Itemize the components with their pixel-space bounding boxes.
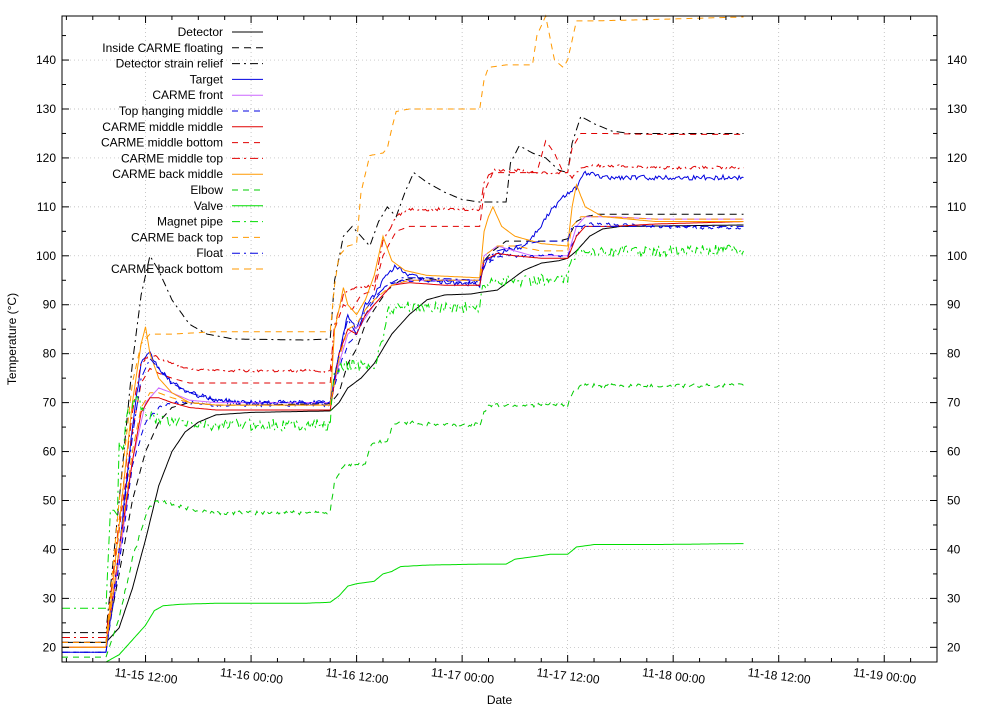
- legend-label: CARME middle bottom: [101, 136, 223, 150]
- series-line: [62, 216, 744, 648]
- y2-tick-label: 20: [947, 640, 961, 654]
- x-tick-label: 11-19 00:00: [853, 665, 918, 687]
- y-tick-label: 50: [43, 494, 57, 508]
- legend-label: CARME front: [152, 88, 223, 102]
- x-tick-label: 11-18 00:00: [641, 665, 706, 687]
- x-tick-label: 11-17 12:00: [536, 665, 601, 687]
- y2-tick-label: 100: [947, 249, 967, 263]
- y-tick-label: 100: [36, 249, 56, 263]
- y2-tick-label: 130: [947, 102, 967, 116]
- legend-label: Elbow: [190, 183, 223, 197]
- y2-tick-label: 60: [947, 445, 961, 459]
- legend-label: Detector: [178, 25, 223, 39]
- legend-label: Inside CARME floating: [102, 41, 223, 55]
- legend-label: CARME back middle: [112, 167, 223, 181]
- y-axis-title: Temperature (°C): [5, 293, 19, 385]
- y-tick-label: 40: [43, 542, 57, 556]
- series-line: [62, 213, 744, 643]
- series-line: [62, 224, 744, 643]
- series-layer: [62, 14, 744, 663]
- series-line: [62, 221, 744, 648]
- x-tick-label: 11-18 12:00: [747, 665, 812, 687]
- y-tick-label: 30: [43, 591, 57, 605]
- legend-label: Valve: [194, 199, 223, 213]
- series-line: [62, 225, 744, 653]
- y-tick-label: 120: [36, 151, 56, 165]
- x-tick-label: 11-17 00:00: [430, 665, 495, 687]
- y2-tick-label: 140: [947, 53, 967, 67]
- legend-label: CARME back bottom: [111, 262, 223, 276]
- series-line: [62, 133, 744, 643]
- y2-tick-label: 110: [947, 200, 966, 214]
- y2-tick-label: 120: [947, 151, 967, 165]
- legend-label: Magnet pipe: [157, 215, 223, 229]
- series-line: [62, 183, 744, 648]
- y2-tick-label: 70: [947, 396, 961, 410]
- y-tick-label: 60: [43, 445, 57, 459]
- y-tick-label: 110: [37, 200, 56, 214]
- legend-label: CARME middle top: [121, 151, 223, 165]
- y-tick-label: 70: [43, 396, 57, 410]
- series-line: [62, 170, 744, 653]
- y-tick-label: 130: [36, 102, 56, 116]
- y-tick-label: 140: [36, 53, 56, 67]
- y2-tick-label: 30: [947, 591, 961, 605]
- x-tick-label: 11-15 12:00: [114, 665, 179, 687]
- legend-label: Detector strain relief: [116, 57, 224, 71]
- series-line: [62, 216, 744, 648]
- y2-tick-label: 80: [947, 347, 961, 361]
- y2-tick-label: 40: [947, 542, 961, 556]
- legend: Detector Inside CARME floating Detector st…: [101, 25, 263, 276]
- series-line: [62, 543, 744, 663]
- y-tick-label: 90: [43, 298, 57, 312]
- x-tick-label: 11-16 00:00: [219, 665, 284, 687]
- plot-frame: [61, 15, 938, 663]
- legend-label: CARME middle middle: [102, 120, 223, 134]
- y-tick-label: 20: [43, 640, 57, 654]
- legend-label: CARME back top: [131, 230, 223, 244]
- y-tick-label: 80: [43, 347, 57, 361]
- series-line: [62, 221, 744, 653]
- y2-tick-label: 90: [947, 298, 961, 312]
- y2-tick-label: 50: [947, 494, 961, 508]
- legend-label: Target: [190, 72, 224, 86]
- x-tick-label: 11-16 12:00: [325, 665, 390, 687]
- x-axis-title: Date: [487, 693, 513, 707]
- legend-label: Top hanging middle: [119, 104, 223, 118]
- series-line: [62, 382, 744, 658]
- legend-label: Float: [196, 246, 223, 260]
- series-line: [62, 243, 744, 609]
